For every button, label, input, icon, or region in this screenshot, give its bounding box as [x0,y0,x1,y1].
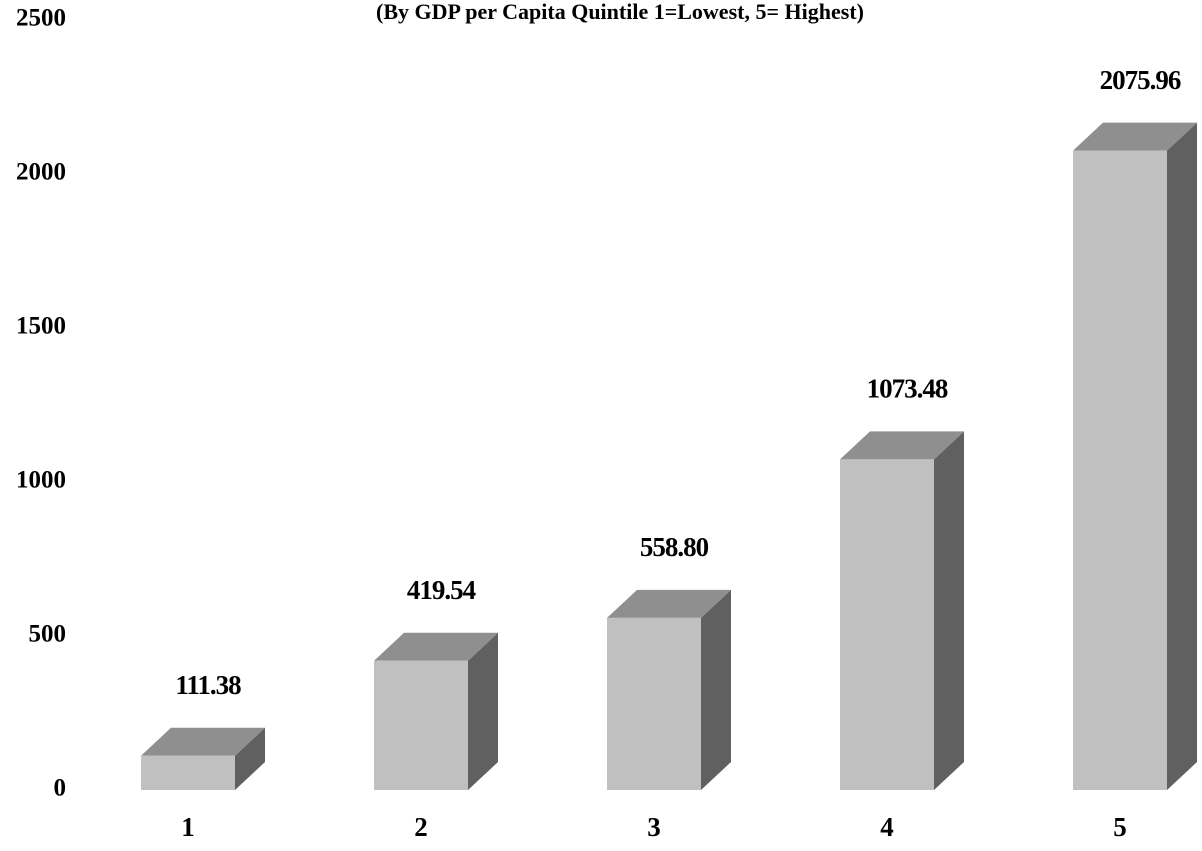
bar-side [1167,122,1197,791]
value-label: 2075.96 [1100,65,1181,95]
bar [1073,150,1167,791]
bar [607,617,701,790]
bar [374,660,468,790]
bar-top [607,589,731,618]
value-label: 419.54 [407,575,476,605]
bar [840,459,934,790]
bar-top [1073,122,1197,151]
bar-side [468,632,498,790]
value-label: 111.38 [175,670,241,700]
bar-side [701,589,731,790]
value-label: 1073.48 [867,374,948,404]
bar-top [840,431,964,460]
x-tick-label: 3 [647,812,661,842]
bar [141,755,235,790]
bar-top [374,632,498,661]
bar-side [235,727,265,790]
y-tick-label: 0 [54,775,67,802]
x-tick-label: 2 [414,812,428,842]
chart-subtitle: (By GDP per Capita Quintile 1=Lowest, 5=… [376,0,864,24]
y-tick-label: 1000 [16,467,66,494]
x-tick-label: 1 [181,812,195,842]
bar-side [934,431,964,790]
y-tick-label: 500 [29,621,67,648]
x-tick-label: 5 [1113,812,1127,842]
y-tick-label: 1500 [16,313,66,340]
value-label: 558.80 [640,532,709,562]
bar-top [141,727,265,756]
y-tick-label: 2500 [16,5,66,32]
x-tick-label: 4 [880,812,894,842]
y-tick-label: 2000 [16,159,66,186]
